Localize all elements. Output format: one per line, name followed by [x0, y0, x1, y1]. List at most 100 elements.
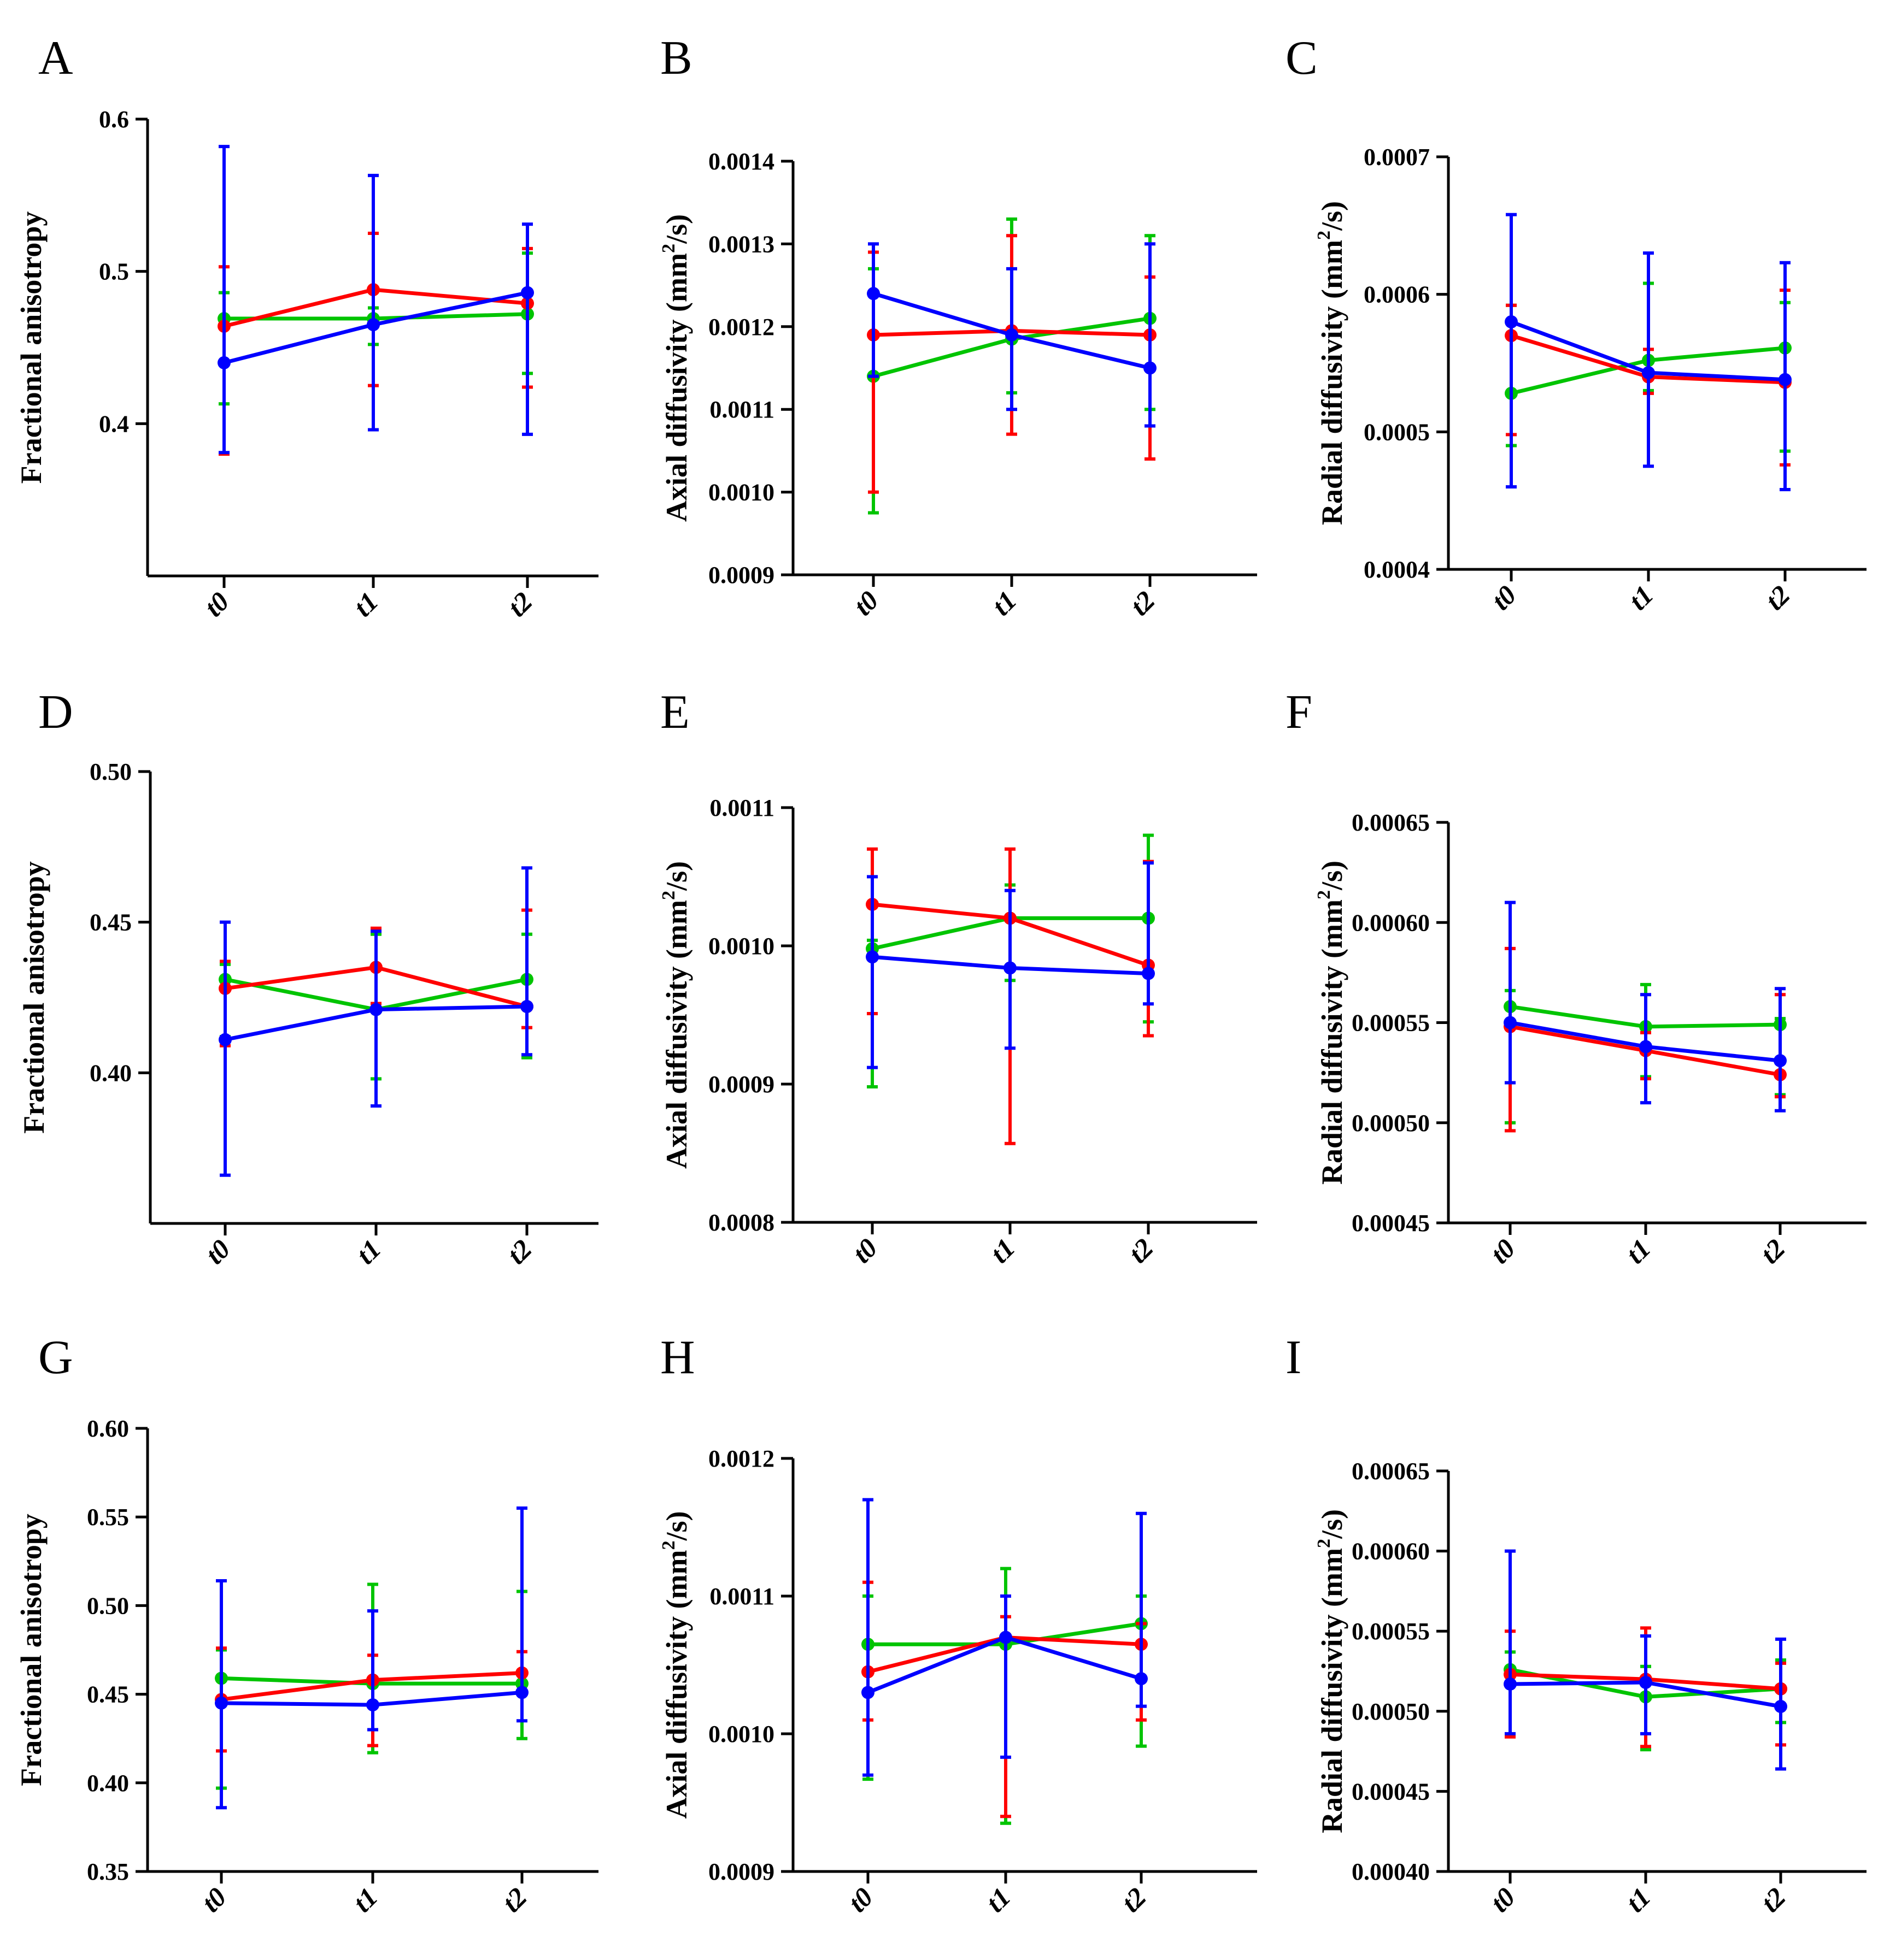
- x-tick-label: t0: [847, 1232, 883, 1269]
- y-tick-label: 0.00060: [1352, 1538, 1430, 1565]
- y-axis-label: Axial diffusivity (mm2/s): [659, 214, 693, 522]
- y-tick-label: 0.0014: [708, 148, 774, 175]
- y-tick-label: 0.60: [87, 1415, 129, 1442]
- y-tick-label: 0.5: [99, 258, 129, 285]
- series-line-segment: [1645, 1049, 1781, 1077]
- y-axis-label-main: Axial diffusivity (mm: [660, 1550, 693, 1818]
- data-point: [1143, 361, 1157, 375]
- series-blue: [1505, 213, 1792, 492]
- y-tick-label: 0.00055: [1352, 1010, 1430, 1037]
- panel-letter: H: [660, 1331, 695, 1384]
- chart-panel-e: E 0.0008 0.0009 0.0010 0.0011 t0 t1 t2 Axial dif…: [659, 686, 1257, 1269]
- y-tick-label: 0.0011: [709, 396, 774, 423]
- data-point: [999, 1631, 1012, 1644]
- x-tick-label: t2: [1124, 585, 1161, 621]
- series-line-segment: [224, 322, 374, 365]
- y-tick-label: 0.0011: [709, 1583, 774, 1610]
- x-tick-label: t2: [1759, 579, 1796, 616]
- series-line-segment: [1510, 333, 1650, 379]
- y-axis-label-main: Radial diffusivity (mm: [1316, 240, 1348, 525]
- chart-panel-c: C 0.0004 0.0005 0.0006 0.0007 t0 t1 t2 Radial di…: [1286, 32, 1867, 616]
- y-axis-label: Radial diffusivity (mm2/s): [1314, 861, 1348, 1185]
- panel-letter: F: [1286, 686, 1312, 739]
- data-point: [520, 1000, 533, 1014]
- x-tick-label: t1: [1620, 1233, 1657, 1269]
- series-line-segment: [373, 312, 528, 321]
- y-tick-label: 0.45: [90, 909, 132, 936]
- y-tick-label: 0.35: [87, 1858, 129, 1885]
- y-axis-label-suffix: /s): [1316, 861, 1348, 891]
- y-axis-label-main: Radial diffusivity (mm: [1316, 1548, 1348, 1833]
- series-line-segment: [372, 1690, 523, 1707]
- y-tick-label: 0.50: [87, 1592, 129, 1619]
- data-point: [1504, 1677, 1517, 1691]
- y-axis-label-main: Axial diffusivity (mm: [660, 900, 693, 1169]
- series-line-segment: [1648, 370, 1786, 382]
- x-tick-label: t0: [1484, 1881, 1521, 1918]
- y-tick-label: 0.0009: [708, 1858, 774, 1885]
- y-tick-label: 0.0011: [709, 794, 774, 821]
- y-axis-label: Axial diffusivity (mm2/s): [659, 861, 693, 1169]
- series-blue: [867, 242, 1157, 428]
- y-tick-label: 0.0010: [708, 933, 774, 960]
- series-line-segment: [1005, 1635, 1142, 1646]
- y-axis-label-sup: 2: [659, 1541, 679, 1550]
- x-tick-label: t1: [986, 585, 1023, 621]
- series-blue: [218, 145, 534, 455]
- series-line-segment: [1645, 1022, 1781, 1029]
- x-tick-label: t1: [347, 1881, 384, 1918]
- y-tick-label: 0.0010: [708, 1721, 774, 1747]
- series-line-segment: [1510, 1025, 1646, 1053]
- series-line-segment: [373, 287, 528, 305]
- y-tick-label: 0.40: [87, 1770, 129, 1797]
- x-tick-label: t2: [1754, 1233, 1791, 1269]
- data-point: [218, 356, 231, 369]
- series-blue: [861, 1498, 1148, 1777]
- y-tick-label: 0.00040: [1352, 1858, 1430, 1885]
- data-point: [219, 1033, 232, 1046]
- data-point: [215, 1696, 228, 1710]
- series-line-segment: [1648, 375, 1786, 385]
- y-axis-label-sup: 2: [1314, 1539, 1334, 1548]
- data-point: [1774, 1054, 1787, 1068]
- y-axis-label-sup: 2: [659, 244, 679, 253]
- x-tick-label: t1: [348, 586, 384, 622]
- y-axis-label-sup: 2: [1314, 231, 1334, 240]
- series-blue: [215, 1506, 529, 1810]
- x-tick-label: t0: [1486, 579, 1522, 616]
- data-point: [367, 318, 380, 332]
- x-tick-label: t2: [1123, 1232, 1159, 1269]
- panel-letter: E: [660, 686, 690, 739]
- chart-panel-b: B 0.0009 0.0010 0.0011 0.0012 0.0013 0.0014 t0 t…: [659, 32, 1257, 621]
- y-axis-label: Radial diffusivity (mm2/s): [1314, 1509, 1348, 1833]
- y-tick-label: 0.00065: [1352, 1458, 1430, 1485]
- series-line-segment: [225, 965, 377, 991]
- y-axis-label-suffix: /s): [660, 1511, 693, 1541]
- y-tick-label: 0.4: [99, 410, 129, 437]
- y-tick-label: 0.00065: [1352, 809, 1430, 836]
- panel-letter: G: [38, 1331, 73, 1384]
- y-axis-label-sup: 2: [659, 891, 679, 900]
- panel-letter: I: [1286, 1331, 1301, 1384]
- y-tick-label: 0.0007: [1364, 144, 1430, 170]
- series-line-segment: [221, 1678, 373, 1702]
- data-point: [866, 950, 879, 964]
- series-line-segment: [1645, 1680, 1781, 1709]
- x-tick-label: t2: [1116, 1881, 1152, 1918]
- data-point: [1005, 328, 1018, 342]
- x-tick-label: t0: [842, 1881, 879, 1918]
- data-point: [369, 1003, 383, 1016]
- series-line-segment: [373, 291, 528, 327]
- series-line-segment: [1011, 333, 1151, 370]
- data-point: [1642, 366, 1655, 380]
- series-line-segment: [1648, 346, 1786, 362]
- y-axis-label-sup: 2: [1314, 890, 1334, 899]
- series-blue: [219, 866, 533, 1177]
- x-tick-label: t1: [1620, 1881, 1657, 1918]
- data-point: [1774, 1700, 1787, 1714]
- series-line-segment: [867, 1635, 1007, 1694]
- series-blue: [1504, 1549, 1787, 1771]
- y-tick-label: 0.00055: [1352, 1618, 1430, 1645]
- data-point: [1639, 1676, 1652, 1690]
- y-axis-label-suffix: /s): [660, 214, 693, 244]
